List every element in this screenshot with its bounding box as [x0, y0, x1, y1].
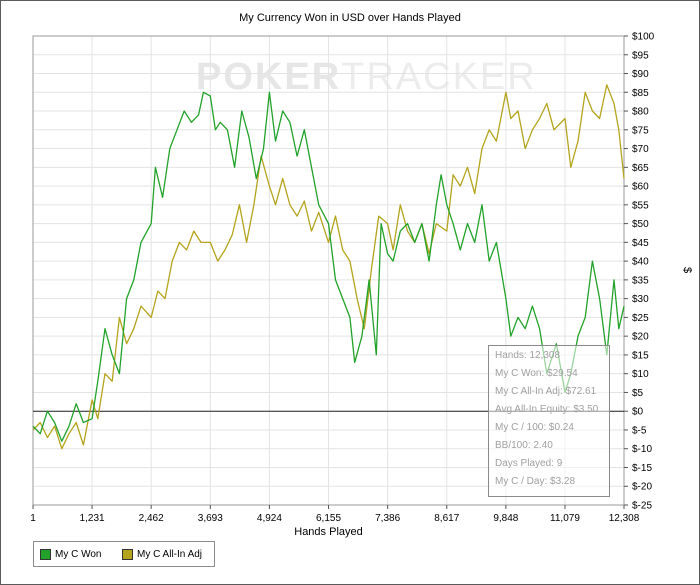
- legend-item: My C Won: [40, 548, 102, 560]
- x-tick-label: 1,231: [80, 513, 105, 524]
- y-tick-label: $25: [632, 313, 649, 324]
- x-tick-label: 11,079: [550, 513, 580, 524]
- stats-line: Hands: 12,308: [495, 350, 561, 361]
- y-tick-label: $100: [632, 32, 655, 43]
- y-tick-label: $80: [632, 107, 649, 118]
- y-tick-label: $90: [632, 69, 649, 80]
- legend-item: My C All-In Adj: [122, 548, 202, 560]
- y-tick-label: $40: [632, 257, 649, 268]
- stats-line: My C / 100: $0.24: [495, 422, 574, 433]
- x-tick-label: 4,924: [257, 513, 282, 524]
- x-tick-label: 2,462: [139, 513, 164, 524]
- y-tick-label: $0: [632, 407, 644, 418]
- legend-label: My C Won: [55, 548, 102, 560]
- y-tick-label: $60: [632, 182, 649, 193]
- x-tick-label: 6,155: [316, 513, 341, 524]
- y-tick-label: $-10: [632, 444, 652, 455]
- legend-swatch: [40, 548, 51, 560]
- legend-swatch: [122, 548, 133, 560]
- stats-line: My C / Day: $3.28: [495, 476, 576, 487]
- x-tick-label: 12,308: [609, 513, 640, 524]
- x-axis-label: Hands Played: [294, 526, 363, 538]
- y-tick-label: $65: [632, 163, 649, 174]
- legend: My C Won My C All-In Adj: [33, 541, 215, 567]
- y-tick-label: $35: [632, 275, 649, 286]
- stats-line: BB/100: 2.40: [495, 440, 553, 451]
- y-tick-label: $95: [632, 50, 649, 61]
- y-tick-label: $15: [632, 350, 649, 361]
- y-tick-label: $85: [632, 88, 649, 99]
- stats-box: Hands: 12,308 My C Won: $29.54 My C All-In…: [488, 345, 610, 497]
- series-line-my-c-won: [32, 91, 625, 442]
- legend-label: My C All-In Adj: [137, 548, 203, 560]
- stats-line: Avg All-In Equity: $3.50: [495, 404, 599, 415]
- x-tick-label: 3,693: [198, 513, 223, 524]
- chart-title: My Currency Won in USD over Hands Played: [239, 12, 461, 24]
- stats-line: My C All-In Adj: $72.61: [495, 386, 597, 397]
- y-axis-label: $: [681, 267, 693, 273]
- y-tick-label: $-25: [632, 501, 652, 512]
- x-tick-label: 1: [30, 513, 36, 524]
- y-tick-label: $75: [632, 125, 649, 136]
- y-tick-label: $45: [632, 238, 649, 249]
- y-tick-label: $10: [632, 369, 649, 380]
- y-tick-label: $55: [632, 200, 649, 211]
- y-tick-label: $50: [632, 219, 649, 230]
- y-tick-label: $20: [632, 332, 649, 343]
- y-tick-label: $70: [632, 144, 649, 155]
- x-tick-label: 8,617: [434, 513, 459, 524]
- stats-line: My C Won: $29.54: [495, 368, 578, 379]
- stats-line: Days Played: 9: [495, 458, 563, 469]
- series-line-my-c-all-in-adj: [32, 84, 625, 450]
- x-tick-label: 7,386: [375, 513, 400, 524]
- y-tick-label: $5: [632, 388, 644, 399]
- y-tick-label: $-5: [632, 425, 647, 436]
- x-tick-label: 9,848: [493, 513, 518, 524]
- y-tick-label: $-15: [632, 463, 652, 474]
- y-tick-label: $-20: [632, 482, 652, 493]
- y-tick-label: $30: [632, 294, 649, 305]
- pokertracker-watermark: POKERTRACKER: [196, 56, 537, 98]
